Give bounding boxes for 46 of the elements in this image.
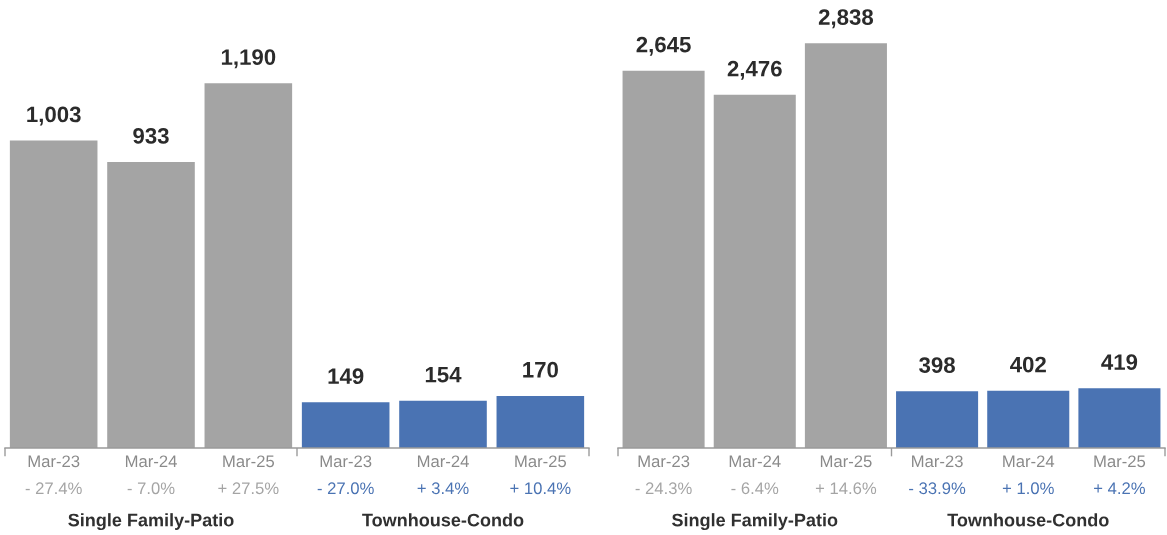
bar: [896, 391, 979, 448]
text: - 33.9%: [909, 482, 966, 495]
text: + 1.0%: [1002, 482, 1054, 495]
text: + 10.4%: [510, 482, 571, 495]
text: - 27.0%: [317, 482, 374, 495]
x-tick-label: Mar-23: [638, 455, 690, 468]
text: - 6.4%: [731, 482, 779, 495]
bar: [987, 390, 1070, 448]
bar: [496, 395, 585, 448]
data-label: 933: [133, 128, 169, 144]
text: Single Family-Patio: [68, 513, 234, 531]
data-label: 2,476: [727, 60, 782, 80]
data-label: 154: [425, 367, 462, 383]
data-label: 2,838: [818, 9, 874, 29]
x-tick-label: Mar-25: [223, 455, 275, 468]
x-tick-label: Mar-25: [515, 455, 567, 468]
data-label: 419: [1101, 354, 1138, 370]
text: + 27.5%: [218, 482, 279, 495]
bar: [301, 402, 390, 448]
x-tick-label: Mar-24: [125, 455, 177, 468]
bar: [1078, 388, 1161, 448]
x-tick-label: Mar-23: [912, 455, 963, 468]
x-tick-label: Mar-24: [1003, 455, 1055, 468]
data-label: 398: [919, 357, 955, 373]
text: + 4.2%: [1094, 482, 1145, 495]
text: + 3.4%: [417, 482, 469, 495]
x-tick-label: Mar-23: [28, 455, 80, 468]
text: Townhouse-Condo: [362, 513, 524, 527]
text: Townhouse-Condo: [947, 513, 1109, 527]
x-tick-label: Mar-24: [417, 455, 469, 468]
text: - 27.4%: [25, 482, 82, 495]
data-label: 149: [328, 368, 364, 385]
x-tick-label: Mar-23: [320, 455, 372, 468]
data-label: 1,190: [221, 49, 276, 69]
data-label: 402: [1010, 356, 1046, 373]
text: - 24.3%: [635, 482, 692, 495]
x-tick-label: Mar-24: [729, 455, 781, 468]
text: - 7.0%: [127, 482, 175, 495]
text: + 14.6%: [815, 482, 877, 495]
bar: [399, 400, 487, 448]
x-tick-label: Mar-25: [1094, 455, 1146, 468]
x-tick-label: Mar-25: [820, 455, 872, 468]
text: Single Family-Patio: [672, 513, 838, 531]
data-label: 2,645: [636, 36, 691, 56]
data-label: 170: [523, 361, 558, 378]
data-label: 1,003: [27, 106, 81, 126]
